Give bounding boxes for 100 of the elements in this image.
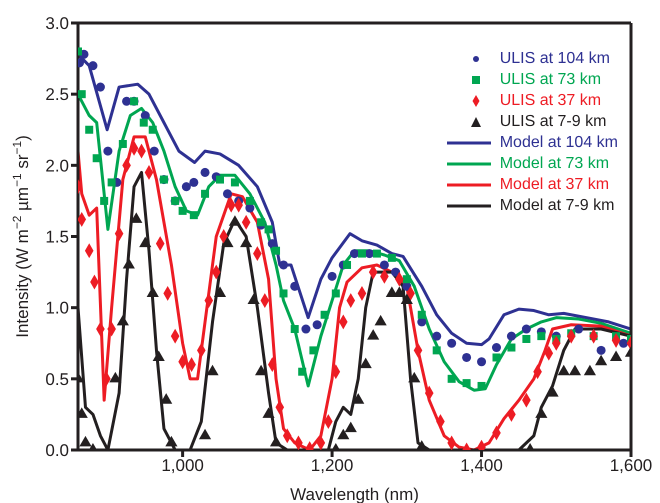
point bbox=[328, 272, 337, 281]
point bbox=[257, 218, 266, 226]
point bbox=[372, 250, 381, 258]
point bbox=[78, 90, 86, 98]
point bbox=[619, 338, 628, 348]
point bbox=[610, 350, 622, 361]
point bbox=[118, 140, 127, 148]
point bbox=[400, 294, 413, 304]
point bbox=[568, 364, 582, 376]
point bbox=[462, 352, 472, 362]
point bbox=[262, 407, 275, 418]
point bbox=[150, 146, 159, 156]
point bbox=[332, 289, 340, 298]
y-tick-label: 1.0 bbox=[45, 298, 69, 318]
legend-label: ULIS at 73 km bbox=[500, 70, 602, 90]
point bbox=[109, 372, 122, 382]
point bbox=[298, 368, 306, 376]
point bbox=[221, 236, 234, 248]
x-tick-label: 1,400 bbox=[460, 456, 503, 476]
point bbox=[280, 289, 288, 298]
point bbox=[432, 332, 442, 341]
point bbox=[358, 250, 366, 258]
point bbox=[367, 329, 380, 340]
point bbox=[116, 314, 129, 326]
point bbox=[350, 249, 360, 258]
point bbox=[270, 436, 282, 446]
point bbox=[200, 168, 210, 177]
point bbox=[477, 357, 486, 366]
point bbox=[462, 379, 471, 388]
point bbox=[108, 178, 116, 186]
point bbox=[574, 324, 584, 334]
point bbox=[189, 178, 198, 187]
legend-label: Model at 73 km bbox=[500, 154, 610, 174]
point bbox=[264, 225, 273, 234]
y-tick-label: 2.0 bbox=[45, 156, 69, 176]
point bbox=[122, 96, 132, 106]
legend-label: Model at 7-9 km bbox=[500, 196, 614, 216]
y-tick-label: 0.5 bbox=[45, 370, 69, 389]
point bbox=[88, 61, 98, 70]
point bbox=[374, 314, 387, 326]
point bbox=[320, 310, 329, 319]
point bbox=[507, 344, 516, 352]
point bbox=[432, 346, 441, 354]
point bbox=[402, 275, 411, 284]
point bbox=[595, 354, 608, 366]
point bbox=[248, 294, 260, 304]
point bbox=[343, 260, 352, 269]
y-tick-label: 1.5 bbox=[45, 228, 69, 247]
point bbox=[222, 189, 232, 198]
point bbox=[152, 350, 165, 361]
point bbox=[79, 436, 92, 446]
y-tick-label: 3.0 bbox=[45, 14, 69, 34]
point bbox=[246, 196, 254, 205]
point bbox=[492, 343, 501, 352]
legend-label: ULIS at 7-9 km bbox=[500, 112, 606, 132]
point bbox=[360, 358, 372, 368]
point bbox=[301, 324, 310, 334]
point bbox=[506, 332, 516, 341]
point bbox=[408, 372, 420, 382]
legend-label: Model at 104 km bbox=[500, 133, 618, 153]
point bbox=[312, 320, 322, 330]
point bbox=[103, 146, 112, 156]
point bbox=[391, 268, 400, 277]
point bbox=[558, 364, 570, 376]
point bbox=[290, 282, 300, 291]
point bbox=[337, 428, 350, 440]
y-tick-label: 0.0 bbox=[45, 441, 69, 460]
point bbox=[140, 118, 148, 127]
point bbox=[216, 176, 224, 184]
y-tick-label: 2.5 bbox=[45, 85, 69, 104]
point bbox=[596, 346, 606, 355]
x-tick-label: 1,200 bbox=[310, 456, 354, 476]
legend-label: Model at 37 km bbox=[500, 175, 610, 195]
point bbox=[96, 82, 105, 92]
point bbox=[182, 182, 191, 192]
point bbox=[278, 260, 288, 270]
point bbox=[537, 332, 546, 340]
point bbox=[388, 254, 396, 262]
point bbox=[148, 126, 157, 134]
point bbox=[418, 310, 426, 319]
point bbox=[522, 324, 531, 334]
legend-label: ULIS at 104 km bbox=[500, 49, 610, 69]
point bbox=[139, 236, 152, 248]
point bbox=[492, 353, 500, 362]
point bbox=[344, 422, 357, 432]
legend-label: ULIS at 37 km bbox=[500, 91, 602, 111]
point bbox=[201, 190, 210, 198]
point bbox=[309, 346, 318, 354]
point bbox=[198, 428, 212, 440]
point bbox=[230, 178, 239, 186]
point bbox=[522, 334, 530, 343]
point bbox=[160, 393, 172, 404]
point bbox=[272, 246, 280, 255]
point bbox=[447, 338, 456, 348]
point bbox=[380, 260, 389, 270]
point bbox=[85, 126, 94, 134]
x-tick-label: 1,000 bbox=[161, 456, 204, 476]
point bbox=[190, 211, 198, 220]
x-tick-label: 1,600 bbox=[610, 456, 652, 476]
point bbox=[100, 196, 108, 205]
